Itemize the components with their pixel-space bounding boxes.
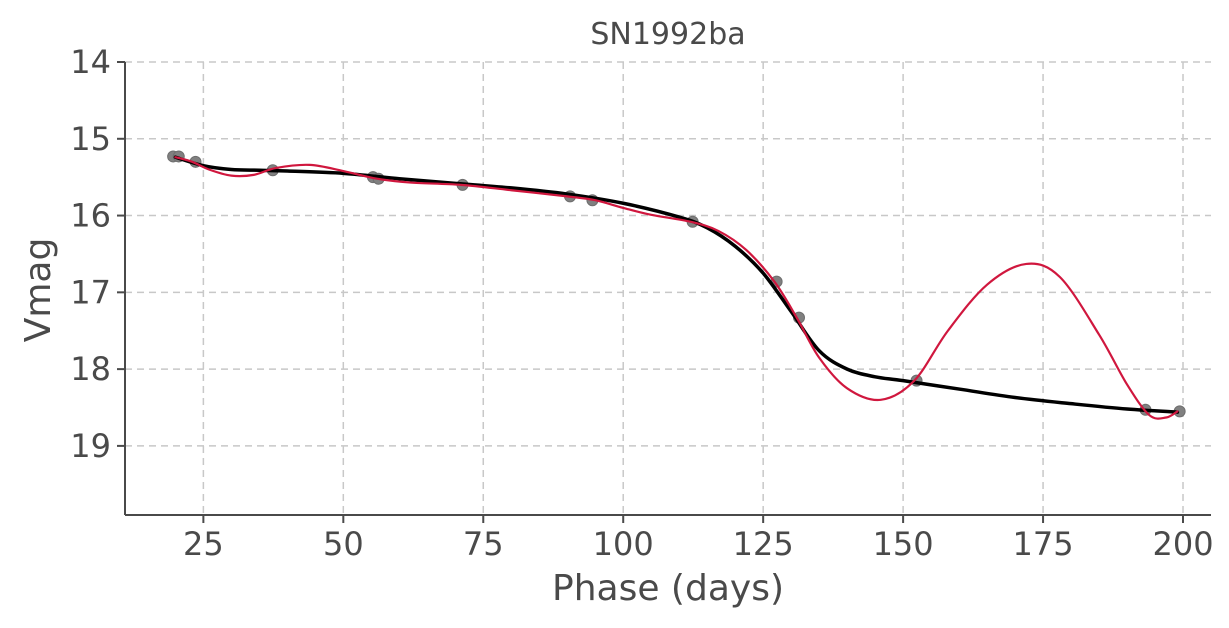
x-tick-label: 200 — [1152, 525, 1213, 563]
x-tick-label: 175 — [1013, 525, 1074, 563]
spline-fit-line — [174, 156, 1179, 420]
x-tick-label: 25 — [183, 525, 224, 563]
chart-title: SN1992ba — [590, 17, 745, 52]
x-tick-label: 50 — [323, 525, 364, 563]
series — [167, 150, 1186, 420]
x-tick-label: 125 — [733, 525, 794, 563]
y-tick-label: 17 — [70, 273, 111, 311]
y-tick-label: 19 — [70, 427, 111, 465]
x-axis-ticks: 25 50 75 100 125 150 175 200 — [183, 515, 1214, 563]
x-tick-label: 100 — [593, 525, 654, 563]
y-axis-ticks: 14 15 16 17 18 19 — [70, 43, 125, 465]
x-axis-label: Phase (days) — [552, 568, 784, 609]
smooth-fit-line — [173, 155, 1180, 414]
y-tick-label: 18 — [70, 350, 111, 388]
y-tick-label: 16 — [70, 197, 111, 235]
x-tick-label: 150 — [873, 525, 934, 563]
y-axis-label: Vmag — [18, 238, 59, 343]
x-tick-label: 75 — [463, 525, 504, 563]
y-tick-label: 14 — [70, 43, 111, 81]
y-tick-label: 15 — [70, 120, 111, 158]
grid — [125, 61, 1211, 515]
axes-spines — [124, 62, 1211, 516]
